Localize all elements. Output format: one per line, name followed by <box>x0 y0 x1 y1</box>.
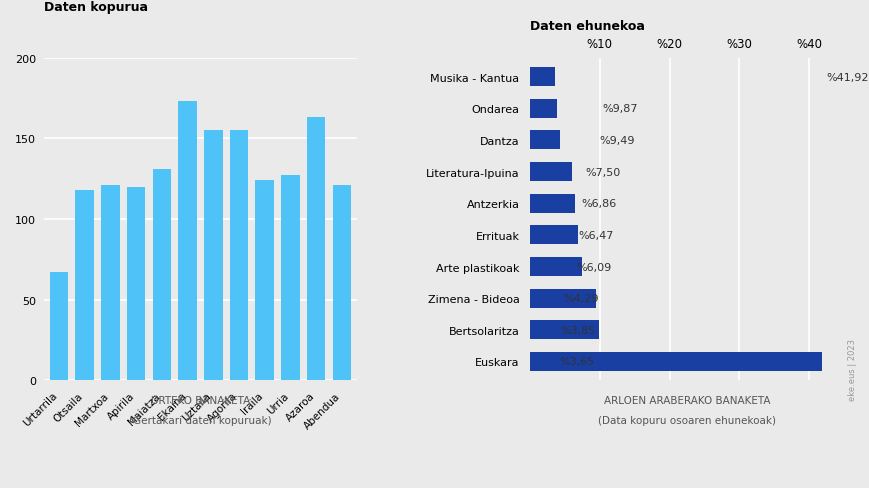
Text: (Data kopuru osoaren ehunekoak): (Data kopuru osoaren ehunekoak) <box>597 415 775 425</box>
Bar <box>152 170 171 381</box>
Bar <box>332 186 351 381</box>
Text: Daten kopurua: Daten kopurua <box>43 0 148 14</box>
Text: %41,92: %41,92 <box>825 73 867 82</box>
Bar <box>529 194 574 213</box>
Bar <box>529 163 572 182</box>
Text: Daten ehunekoa: Daten ehunekoa <box>529 20 644 33</box>
Bar <box>529 258 581 276</box>
Bar <box>50 273 68 381</box>
Bar <box>529 131 560 150</box>
Bar <box>529 68 554 87</box>
Bar <box>101 186 120 381</box>
Text: eke.eus | 2023: eke.eus | 2023 <box>847 338 856 400</box>
Text: (Gertakari daten kopuruak): (Gertakari daten kopuruak) <box>129 415 271 425</box>
Bar <box>255 181 274 381</box>
Text: %9,87: %9,87 <box>601 104 637 114</box>
Bar <box>229 131 248 381</box>
Bar <box>281 176 300 381</box>
Bar <box>204 131 222 381</box>
Text: %6,09: %6,09 <box>575 262 611 272</box>
Bar <box>127 187 145 381</box>
Text: %4,29: %4,29 <box>563 294 598 304</box>
Bar <box>529 321 598 340</box>
Text: ARLOEN ARABERAKO BANAKETA: ARLOEN ARABERAKO BANAKETA <box>603 395 769 405</box>
Bar <box>529 100 556 119</box>
Text: %9,49: %9,49 <box>599 136 634 145</box>
Text: URTEKO BANAKETA: URTEKO BANAKETA <box>150 395 249 405</box>
Bar <box>529 352 821 371</box>
Bar <box>529 289 595 308</box>
Bar <box>76 191 94 381</box>
Text: %3,85: %3,85 <box>560 325 595 335</box>
Text: %3,65: %3,65 <box>558 357 594 366</box>
Bar <box>529 226 577 245</box>
Text: %6,47: %6,47 <box>578 230 614 241</box>
Bar <box>178 102 196 381</box>
Text: %7,50: %7,50 <box>585 167 620 177</box>
Bar <box>307 118 325 381</box>
Text: %6,86: %6,86 <box>580 199 616 209</box>
